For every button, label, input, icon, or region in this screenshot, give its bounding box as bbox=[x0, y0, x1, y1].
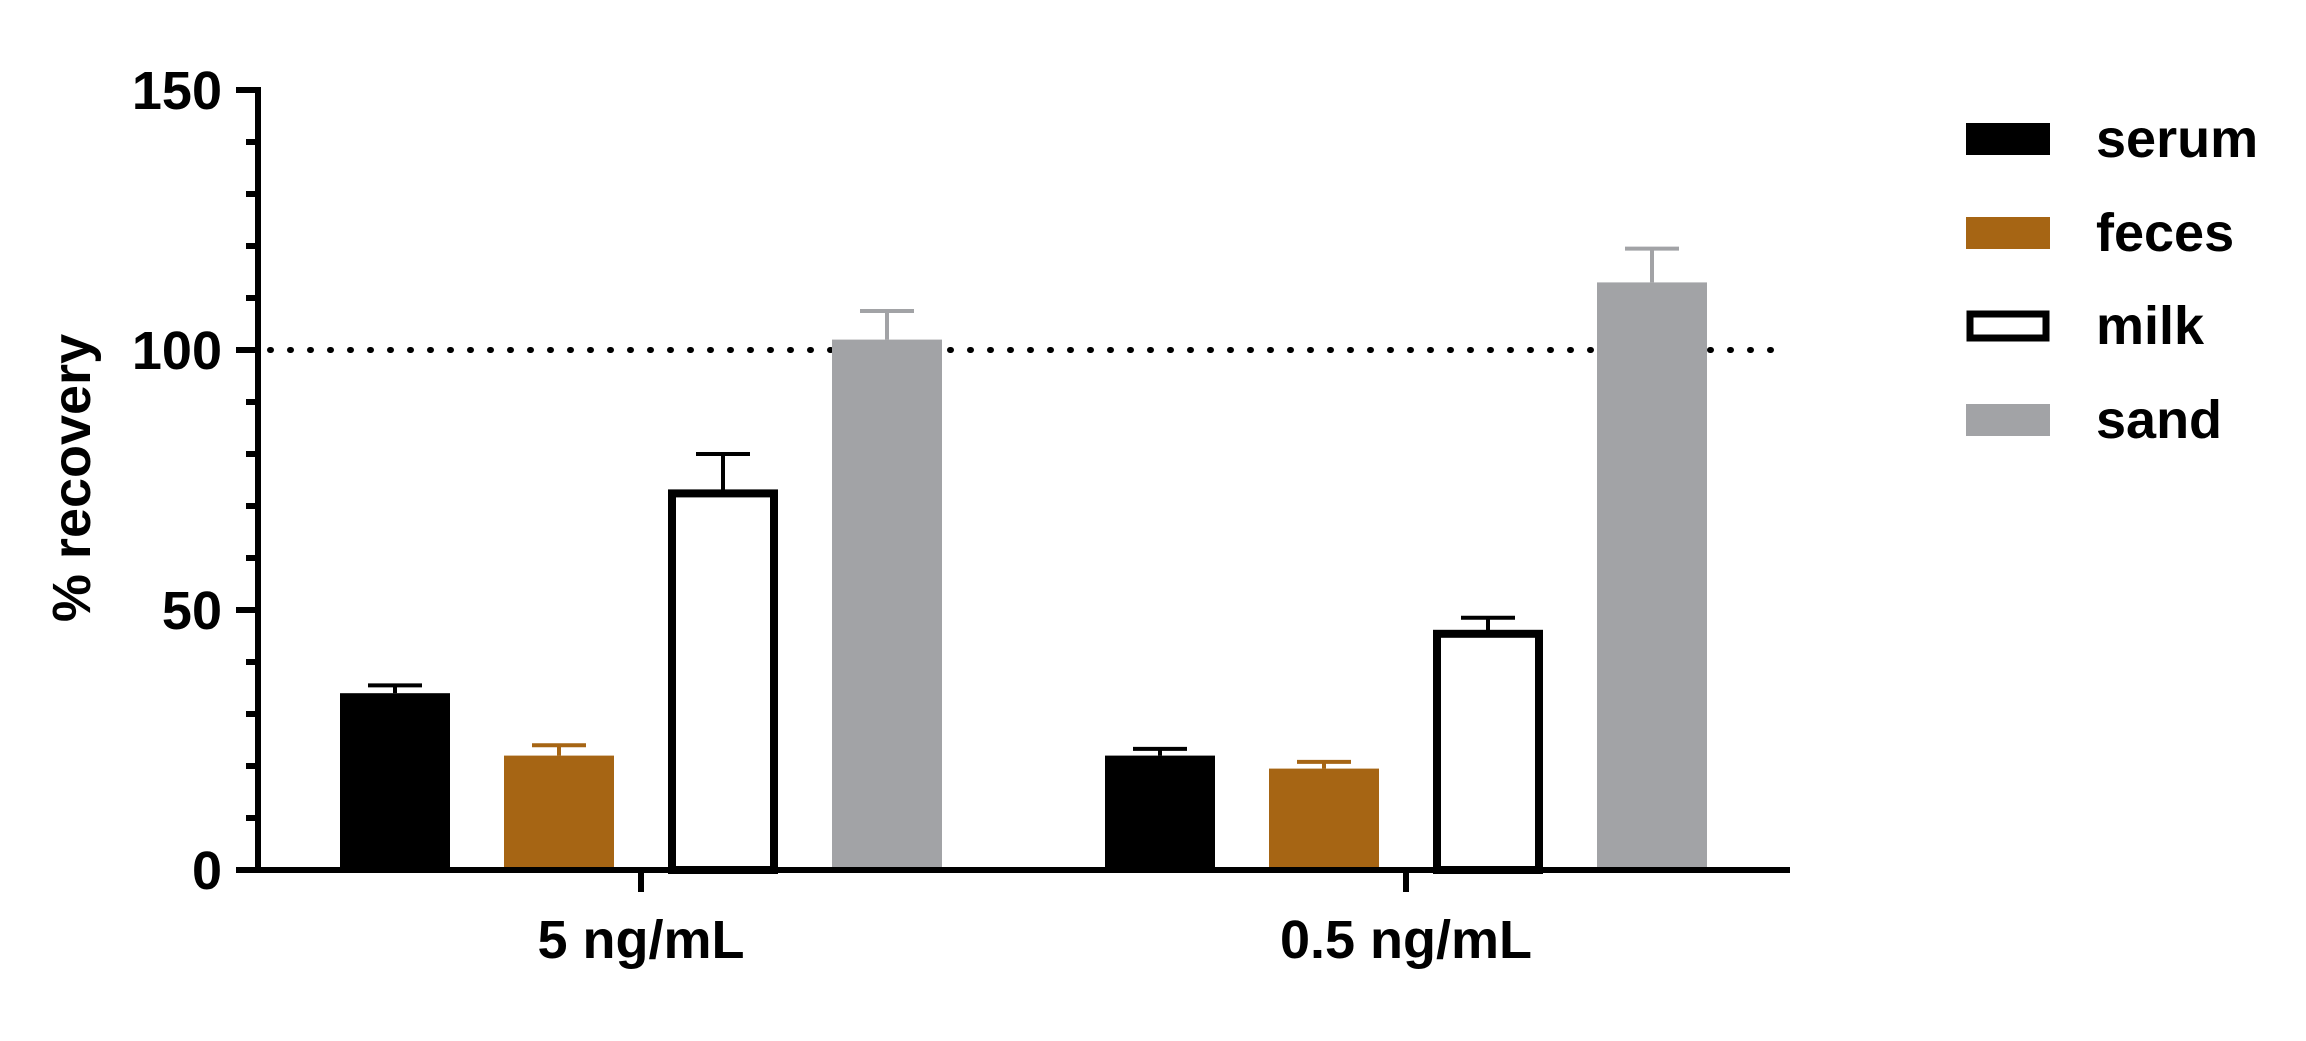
legend: serum feces milk sand bbox=[1966, 109, 2258, 450]
bar-milk-0 bbox=[668, 489, 778, 874]
bar-serum-1 bbox=[1105, 755, 1215, 870]
legend-swatch-milk bbox=[1966, 310, 2050, 342]
bar-sand-0 bbox=[832, 339, 942, 871]
axes-layer bbox=[236, 87, 1790, 892]
bars-layer bbox=[340, 246, 1707, 874]
legend-swatch-feces bbox=[1966, 217, 2050, 249]
bar-milk-1 bbox=[1433, 629, 1543, 874]
bar-feces-0 bbox=[504, 755, 614, 870]
legend-label-milk: milk bbox=[2096, 296, 2205, 356]
y-tick-label-50: 50 bbox=[162, 581, 222, 641]
x-category-labels: 5 ng/mL 0.5 ng/mL bbox=[537, 910, 1532, 970]
y-tick-label-100: 100 bbox=[132, 321, 222, 381]
bar-feces-1 bbox=[1269, 768, 1379, 870]
x-category-label-0: 5 ng/mL bbox=[537, 910, 744, 970]
legend-swatch-serum bbox=[1966, 123, 2050, 155]
legend-label-feces: feces bbox=[2096, 203, 2234, 263]
bar-sand-1 bbox=[1597, 282, 1707, 870]
legend-label-sand: sand bbox=[2096, 390, 2222, 450]
legend-label-serum: serum bbox=[2096, 109, 2258, 169]
y-axis-label: % recovery bbox=[42, 334, 102, 622]
y-tick-label-0: 0 bbox=[192, 841, 222, 901]
legend-swatch-sand bbox=[1966, 404, 2050, 436]
x-category-label-1: 0.5 ng/mL bbox=[1280, 910, 1532, 970]
y-tick-label-150: 150 bbox=[132, 61, 222, 121]
bar-serum-0 bbox=[340, 693, 450, 870]
y-tick-labels: 0 50 100 150 bbox=[132, 61, 222, 901]
